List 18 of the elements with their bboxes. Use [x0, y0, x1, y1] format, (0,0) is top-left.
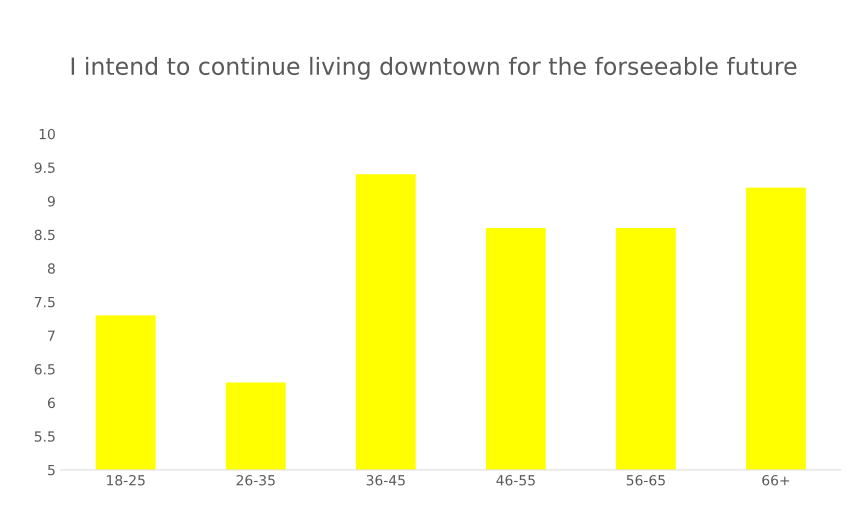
x-tick-label: 46-55	[496, 474, 535, 486]
y-tick-label: 5.5	[34, 431, 55, 442]
y-tick-label: 8.5	[34, 230, 55, 240]
y-tick-label: 10	[40, 128, 55, 140]
y-tick-label: 5	[48, 465, 55, 476]
chart-title: I intend to continue living downtown for the forseeable future	[72, 56, 796, 80]
y-tick-label: 7.5	[34, 297, 55, 308]
y-tick-label: 8	[48, 263, 55, 274]
y-tick-label: 6	[48, 398, 55, 408]
y-tick-label: 9	[48, 196, 55, 207]
x-tick-label: 36-45	[366, 474, 405, 486]
y-tick-label: 6.5	[34, 364, 55, 375]
x-tick-label: 26-35	[236, 474, 275, 486]
x-tick-label: 56-65	[626, 474, 665, 486]
x-tick-label: 66+	[762, 474, 790, 486]
y-tick-label: 9.5	[34, 162, 55, 173]
y-tick-label: 7	[48, 330, 55, 341]
x-tick-label: 18-25	[107, 474, 145, 486]
